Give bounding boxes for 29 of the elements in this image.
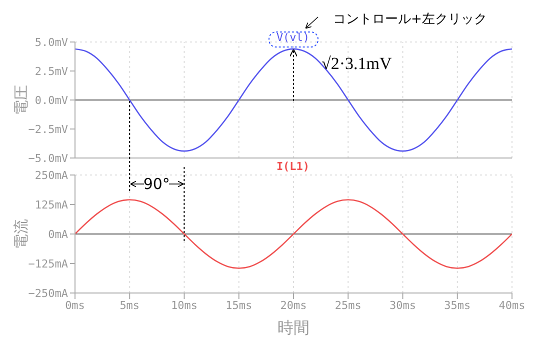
text: コントロール+左クリック: [333, 12, 487, 27]
y-tick-label: 125mA: [34, 198, 68, 212]
x-tick-label: 5ms: [120, 298, 140, 312]
x-tick-label: 15ms: [226, 298, 252, 312]
y-tick-label: 0.0mV: [34, 94, 68, 107]
y-tick-label: −5.0mV: [28, 152, 68, 165]
y-tick-label: −2.5mV: [28, 122, 68, 136]
x-tick-label: 30ms: [390, 298, 416, 312]
x-tick-label: 0ms: [65, 298, 85, 312]
line-series: [75, 199, 512, 269]
y-axis-title: 電圧: [12, 85, 30, 115]
text: I(L1): [276, 160, 310, 173]
annotation: 90°: [143, 174, 170, 193]
y-tick-label: −250mA: [28, 286, 68, 300]
x-tick-label: 35ms: [444, 298, 471, 312]
y-tick-label: 5.0mV: [34, 36, 68, 49]
x-axis-title: 時間: [278, 318, 310, 337]
series-label: V(vl): [276, 31, 310, 44]
y-axis-title: 電流: [12, 219, 30, 249]
x-tick-label: 20ms: [280, 298, 307, 312]
y-tick-label: 250mA: [34, 168, 68, 182]
y-tick-label: 2.5mV: [34, 64, 68, 78]
x-tick-label: 40ms: [498, 298, 526, 312]
x-tick-label: 25ms: [334, 298, 362, 312]
annotation: √2·3.1mV: [322, 54, 392, 73]
line-series: [75, 48, 512, 152]
x-tick-label: 10ms: [171, 298, 198, 312]
y-tick-label: −125mA: [28, 257, 68, 270]
y-tick-label: 0mA: [48, 228, 68, 241]
